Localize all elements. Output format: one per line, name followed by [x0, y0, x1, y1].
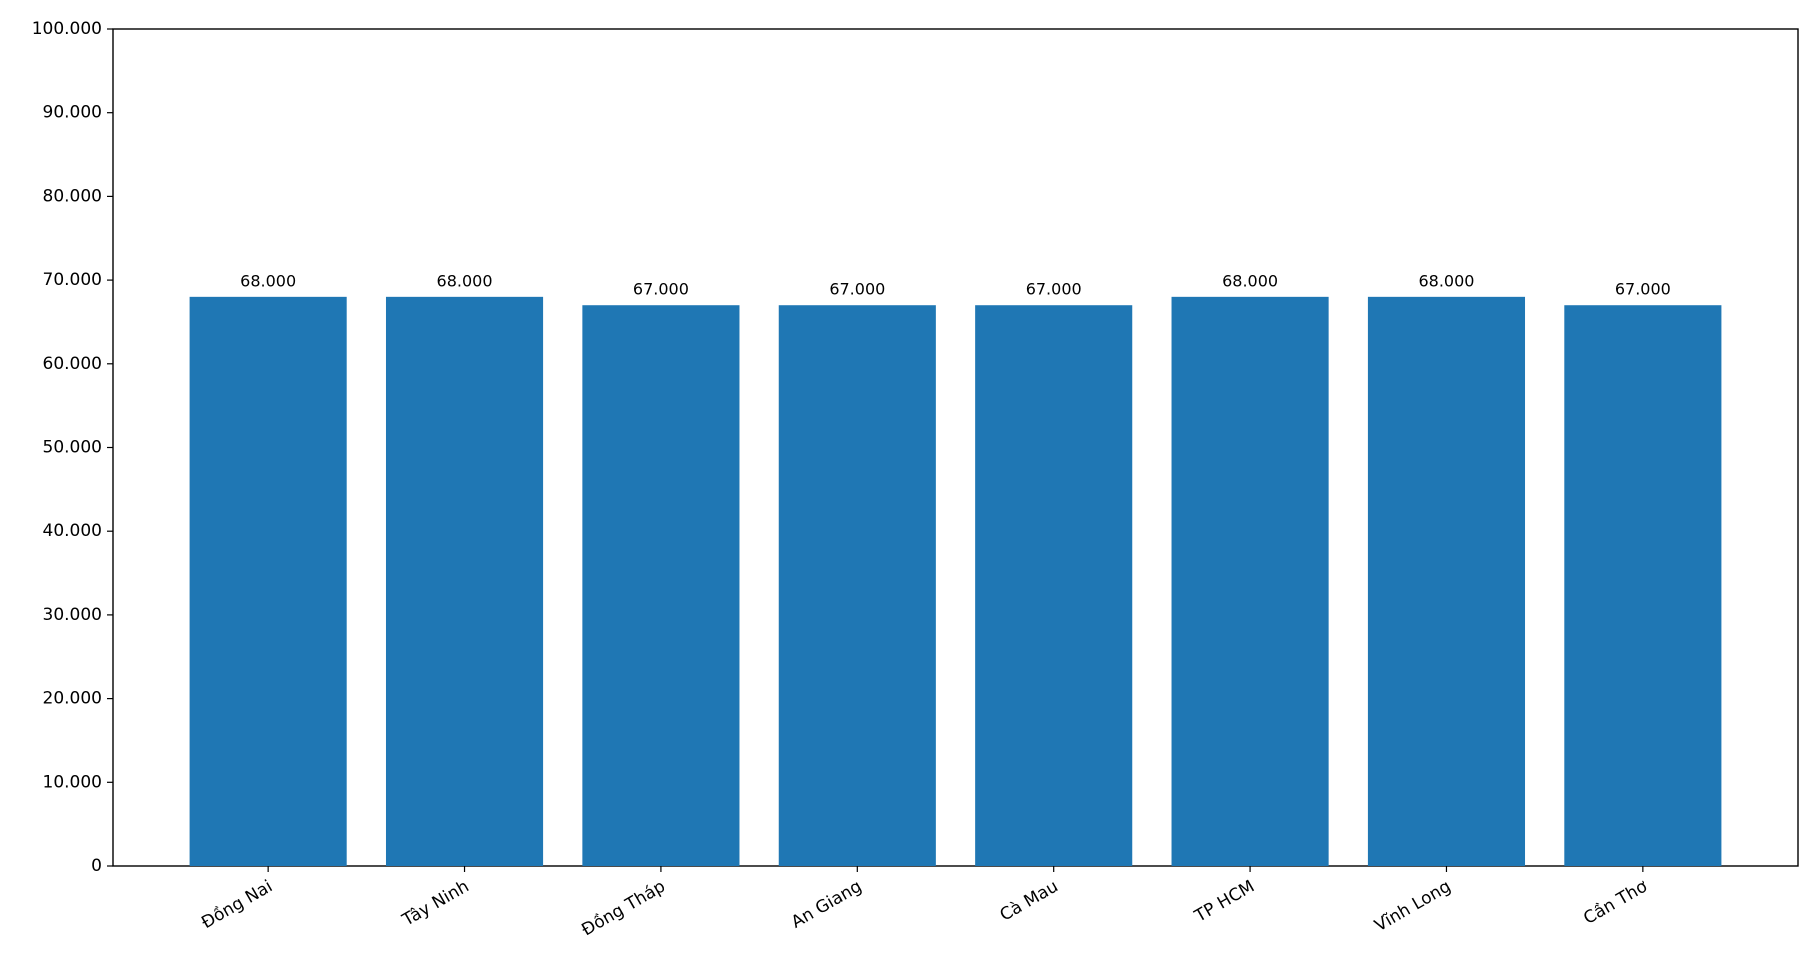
y-tick-label: 50.000 [43, 438, 102, 458]
x-tick-label: Đồng Nai [198, 876, 276, 933]
y-tick-label: 0 [91, 856, 102, 876]
bar [1171, 296, 1329, 867]
value-label: 68.000 [240, 271, 296, 290]
y-tick-label: 40.000 [43, 521, 102, 541]
value-label: 67.000 [1026, 280, 1082, 299]
x-tick-label: Tây Ninh [398, 877, 472, 931]
x-tick-label: An Giang [788, 877, 865, 933]
bar [385, 296, 544, 867]
y-tick-label: 70.000 [43, 270, 102, 290]
value-label: 68.000 [1222, 271, 1278, 290]
x-tick-label: TP HCM [1191, 877, 1258, 928]
value-label: 67.000 [829, 280, 885, 299]
axes-frame [112, 28, 1799, 867]
x-tick-label: Đồng Tháp [578, 876, 669, 941]
bar [582, 305, 740, 867]
x-tick-label: Vĩnh Long [1371, 877, 1454, 937]
y-tick-label: 80.000 [43, 186, 102, 206]
value-label: 67.000 [1615, 280, 1671, 299]
bar [975, 305, 1133, 867]
bar [189, 296, 347, 867]
bar [1367, 296, 1526, 867]
x-tick-label: Cà Mau [997, 877, 1062, 926]
value-label: 68.000 [1418, 271, 1474, 290]
y-tick-label: 30.000 [43, 605, 102, 625]
y-tick-label: 20.000 [43, 689, 102, 709]
bar [1564, 305, 1722, 867]
y-tick-label: 90.000 [43, 103, 102, 123]
bar [778, 305, 936, 867]
x-tick-label: Cần Thơ [1580, 875, 1652, 928]
value-label: 67.000 [633, 280, 689, 299]
value-label: 68.000 [437, 271, 493, 290]
y-tick-label: 10.000 [43, 772, 102, 792]
y-tick-label: 100.000 [32, 19, 102, 39]
y-tick-label: 60.000 [43, 354, 102, 374]
